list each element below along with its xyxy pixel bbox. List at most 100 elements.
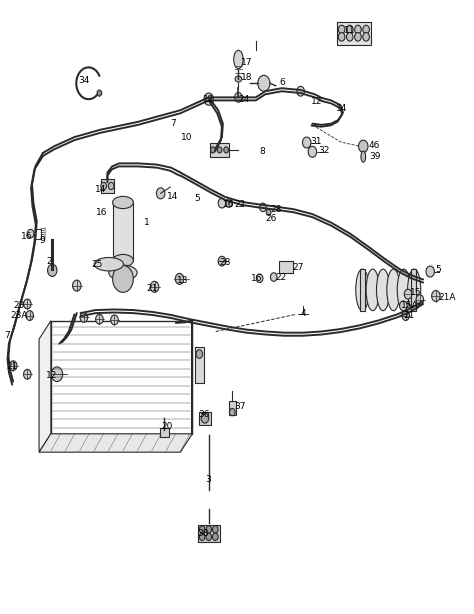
Bar	[411, 269, 416, 311]
Circle shape	[271, 273, 277, 281]
Text: 14: 14	[95, 185, 106, 194]
Circle shape	[47, 264, 57, 276]
Circle shape	[363, 33, 369, 41]
Text: 46: 46	[369, 141, 380, 150]
Ellipse shape	[235, 76, 242, 82]
Circle shape	[256, 274, 263, 282]
Bar	[101, 179, 114, 193]
Circle shape	[101, 182, 107, 190]
Circle shape	[218, 198, 226, 208]
Bar	[228, 400, 236, 415]
Circle shape	[73, 280, 81, 291]
Ellipse shape	[113, 196, 133, 209]
Text: 24: 24	[238, 95, 250, 104]
Text: 15: 15	[410, 289, 421, 297]
Text: 7: 7	[4, 330, 9, 340]
Circle shape	[308, 146, 317, 157]
Text: 14: 14	[336, 104, 347, 113]
Ellipse shape	[356, 269, 369, 311]
Text: 13: 13	[177, 276, 188, 286]
Text: 12: 12	[311, 96, 323, 106]
Circle shape	[26, 311, 34, 321]
Circle shape	[416, 295, 424, 305]
Ellipse shape	[408, 269, 421, 311]
Circle shape	[217, 147, 222, 153]
Ellipse shape	[376, 269, 390, 311]
Circle shape	[212, 533, 218, 540]
Circle shape	[150, 281, 159, 292]
Circle shape	[218, 256, 226, 266]
Circle shape	[201, 413, 209, 423]
Bar	[198, 524, 219, 542]
Circle shape	[199, 526, 205, 533]
Circle shape	[226, 199, 232, 208]
Text: 28: 28	[219, 258, 230, 268]
Text: 28: 28	[270, 204, 282, 214]
Text: 3: 3	[205, 475, 211, 484]
Circle shape	[210, 147, 215, 153]
Circle shape	[51, 367, 63, 381]
Circle shape	[260, 203, 266, 212]
Text: 16: 16	[96, 208, 107, 217]
Text: 26: 26	[265, 214, 277, 223]
Ellipse shape	[387, 269, 400, 311]
Circle shape	[355, 25, 361, 34]
Bar	[195, 347, 204, 383]
Circle shape	[426, 266, 435, 277]
Circle shape	[175, 273, 184, 284]
Text: 27: 27	[292, 263, 304, 272]
Bar	[199, 411, 210, 425]
Text: 16: 16	[223, 200, 234, 209]
Text: 39: 39	[369, 152, 381, 160]
Ellipse shape	[113, 254, 133, 266]
Circle shape	[346, 25, 353, 34]
Ellipse shape	[234, 50, 243, 69]
Ellipse shape	[361, 151, 365, 162]
Ellipse shape	[109, 265, 137, 281]
Text: 7: 7	[170, 119, 176, 128]
Circle shape	[302, 137, 311, 148]
Text: 22: 22	[235, 200, 246, 209]
Circle shape	[266, 209, 271, 216]
Text: 36: 36	[198, 410, 210, 419]
Text: 5: 5	[435, 265, 441, 274]
Polygon shape	[39, 321, 51, 452]
Text: 9: 9	[39, 236, 45, 245]
Text: 37: 37	[235, 402, 246, 411]
Text: 2: 2	[46, 257, 52, 266]
Circle shape	[24, 370, 31, 379]
Circle shape	[224, 147, 228, 153]
Ellipse shape	[397, 269, 410, 311]
Circle shape	[206, 526, 211, 533]
Text: 20: 20	[162, 422, 173, 430]
Circle shape	[109, 182, 114, 190]
Text: 21: 21	[404, 311, 415, 320]
Text: 5: 5	[195, 193, 201, 203]
Circle shape	[358, 140, 368, 152]
Circle shape	[346, 33, 353, 41]
Text: 14: 14	[167, 192, 179, 201]
Circle shape	[235, 93, 242, 103]
Circle shape	[113, 265, 133, 292]
Circle shape	[9, 361, 17, 371]
Text: 18: 18	[241, 73, 252, 82]
Circle shape	[196, 350, 202, 359]
Circle shape	[156, 188, 165, 199]
Bar	[210, 142, 229, 157]
Circle shape	[204, 93, 213, 105]
Text: 10: 10	[181, 133, 192, 142]
Text: 31: 31	[310, 138, 321, 147]
Text: 12: 12	[46, 371, 57, 380]
Circle shape	[355, 33, 361, 41]
Text: 17: 17	[241, 58, 252, 67]
Circle shape	[338, 33, 345, 41]
Ellipse shape	[366, 269, 379, 311]
Polygon shape	[39, 434, 192, 452]
Bar	[160, 428, 169, 437]
Bar	[51, 321, 192, 434]
Text: 21A: 21A	[438, 293, 456, 301]
Circle shape	[432, 290, 440, 301]
Text: 21: 21	[146, 284, 158, 292]
Circle shape	[27, 230, 34, 238]
Text: 38: 38	[197, 529, 209, 538]
